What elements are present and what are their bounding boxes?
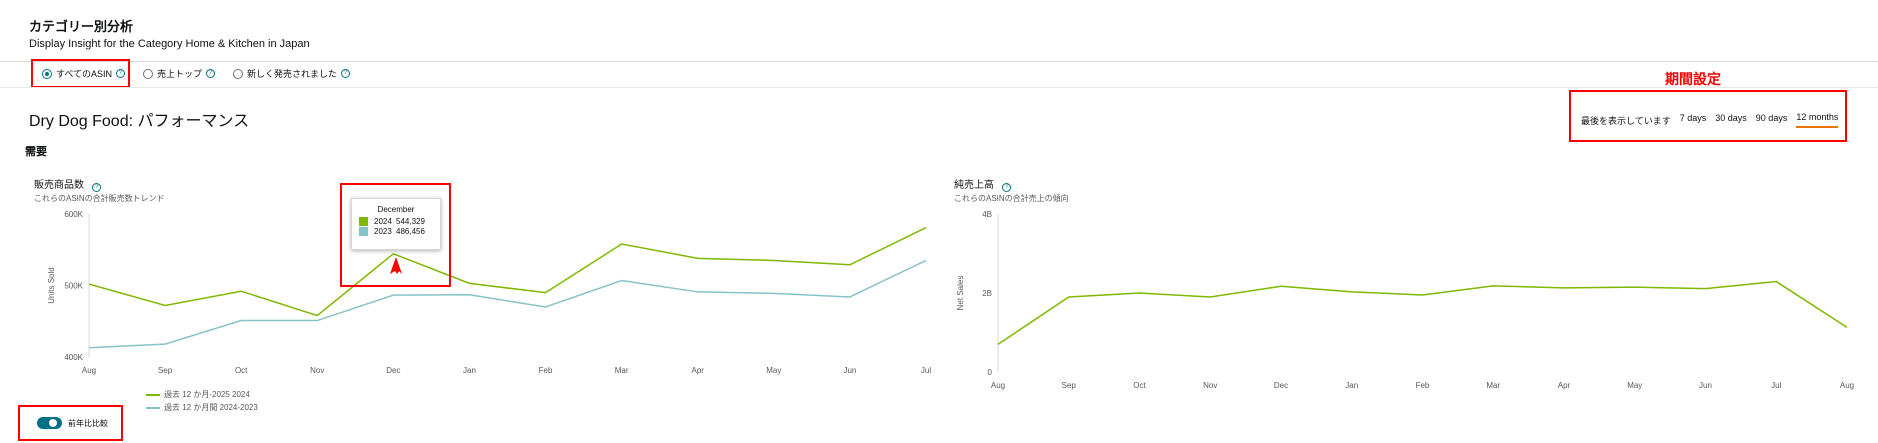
y-tick-label: 4B xyxy=(982,210,992,219)
x-tick-label: Jan xyxy=(463,366,476,375)
radio-unselected-icon[interactable] xyxy=(143,68,154,79)
period-annotation-label: 期間設定 xyxy=(1665,71,1721,87)
legend-item-previous[interactable]: 過去 12 か月間 2024-2023 xyxy=(146,402,258,413)
tooltip-row-2024: 2024 544,329 xyxy=(359,217,440,226)
filter-all-asin[interactable]: すべてのASIN ? xyxy=(42,67,126,80)
tooltip-value: 544,329 xyxy=(396,217,425,226)
x-tick-label: Aug xyxy=(82,366,96,375)
filter-label: 売上トップ xyxy=(157,69,203,79)
toggle-knob xyxy=(48,418,58,428)
x-tick-label: Nov xyxy=(310,366,324,375)
x-tick-label: Jul xyxy=(1771,381,1781,390)
period-selector: 最後を表示しています 7 days 30 days 90 days 12 mon… xyxy=(1581,112,1839,128)
legend-line-icon xyxy=(146,406,160,409)
units-chart-legend: 過去 12 か月-2025 2024 過去 12 か月間 2024-2023 xyxy=(146,389,258,415)
x-tick-label: Aug xyxy=(991,381,1005,390)
period-12-months[interactable]: 12 months xyxy=(1796,112,1839,128)
legend-label: 過去 12 か月-2025 2024 xyxy=(164,390,250,399)
y-tick-label: 2B xyxy=(982,289,992,298)
legend-item-current[interactable]: 過去 12 か月-2025 2024 xyxy=(146,389,258,400)
units-series-line-0 xyxy=(88,226,927,317)
yoy-toggle-label: 前年比比較 xyxy=(68,418,108,428)
question-circle-icon[interactable]: ? xyxy=(1002,183,1012,192)
y-tick-label: 600K xyxy=(64,210,83,219)
y-axis-label: Units Sold xyxy=(47,267,56,303)
legend-swatch xyxy=(359,227,368,236)
sales-chart-subtitle: これらのASINの合計売上の傾向 xyxy=(954,194,1069,203)
highlight-box-period xyxy=(1569,90,1847,142)
yoy-toggle-switch[interactable] xyxy=(37,417,62,429)
x-tick-label: Apr xyxy=(692,366,705,375)
x-tick-label: Jul xyxy=(921,366,931,375)
filter-new-releases[interactable]: 新しく発売されました ? xyxy=(233,67,351,80)
sales-series-line-0 xyxy=(997,280,1848,345)
tooltip-year: 2023 xyxy=(374,227,392,236)
x-tick-label: Apr xyxy=(1558,381,1571,390)
units-sold-chart: 400K 500K 600K Units Sold Aug Sep Oct Nov Dec Jan… xyxy=(47,210,931,375)
question-circle-icon[interactable]: ? xyxy=(206,69,216,78)
x-tick-label: Mar xyxy=(1486,381,1500,390)
x-tick-label: Aug xyxy=(1840,381,1854,390)
radio-selected-icon[interactable] xyxy=(42,68,52,79)
filter-label: すべてのASIN xyxy=(56,69,113,79)
y-tick-label: 0 xyxy=(988,368,993,377)
section-demand: 需要 xyxy=(25,146,47,158)
tooltip-value: 486,456 xyxy=(396,227,425,236)
divider xyxy=(0,87,1878,88)
y-tick-label: 400K xyxy=(64,353,83,362)
x-tick-label: Sep xyxy=(158,366,173,375)
period-30-days[interactable]: 30 days xyxy=(1715,113,1747,123)
units-chart-header: 販売商品数 ? これらのASINの合計販売数トレンド xyxy=(34,175,165,204)
x-tick-label: Oct xyxy=(1133,381,1146,390)
performance-title: Dry Dog Food: パフォーマンス xyxy=(29,113,250,130)
sales-chart-header: 純売上高 ? これらのASINの合計売上の傾向 xyxy=(954,175,1069,204)
page-subtitle: Display Insight for the Category Home & … xyxy=(29,38,310,50)
x-tick-label: Sep xyxy=(1062,381,1077,390)
highlight-box-toggle xyxy=(18,405,123,441)
tooltip-month: December xyxy=(377,205,415,214)
x-tick-label: May xyxy=(1627,381,1642,390)
x-tick-label: Oct xyxy=(235,366,248,375)
filter-label: 新しく発売されました xyxy=(247,69,338,79)
question-circle-icon[interactable]: ? xyxy=(341,69,351,78)
x-tick-label: Jan xyxy=(1345,381,1358,390)
units-chart-subtitle: これらのASINの合計販売数トレンド xyxy=(34,194,165,203)
y-axis-label: Net Sales xyxy=(956,276,965,311)
x-tick-label: Nov xyxy=(1203,381,1217,390)
radio-unselected-icon[interactable] xyxy=(233,68,244,79)
x-tick-label: Feb xyxy=(1416,381,1430,390)
units-chart-title: 販売商品数 xyxy=(34,180,84,191)
legend-swatch xyxy=(359,217,368,226)
x-tick-label: Mar xyxy=(615,366,629,375)
asin-filter-group: すべてのASIN ? 売上トップ ? 新しく発売されました ? xyxy=(42,67,351,80)
x-tick-label: Jun xyxy=(1699,381,1712,390)
tooltip-pointer-arrow-icon xyxy=(390,257,402,274)
y-tick-label: 500K xyxy=(64,282,83,291)
x-tick-label: Jun xyxy=(843,366,856,375)
tooltip-row-2023: 2023 486,456 xyxy=(359,227,440,236)
x-tick-label: Dec xyxy=(1274,381,1288,390)
units-series-line-1 xyxy=(88,259,927,349)
highlight-box-tooltip xyxy=(340,183,451,287)
sales-chart-title: 純売上高 xyxy=(954,180,994,191)
x-tick-label: Feb xyxy=(539,366,553,375)
net-sales-chart: 0 2B 4B Net Sales Aug Sep Oct Nov Dec Jan Feb Mar Ap… xyxy=(956,210,1854,390)
divider xyxy=(0,61,1878,62)
filter-top-sellers[interactable]: 売上トップ ? xyxy=(143,67,216,80)
tooltip-year: 2024 xyxy=(374,217,392,226)
question-circle-icon[interactable]: ? xyxy=(92,183,102,192)
x-tick-label: Dec xyxy=(386,366,400,375)
legend-label: 過去 12 か月間 2024-2023 xyxy=(164,403,258,412)
period-prefix: 最後を表示しています xyxy=(1581,115,1671,126)
page-title: カテゴリー別分析 xyxy=(29,19,134,34)
chart-tooltip: December 2024 544,329 2023 486,456 xyxy=(351,198,441,250)
yoy-toggle-control: 前年比比較 xyxy=(37,417,108,429)
legend-line-icon xyxy=(146,393,160,396)
question-circle-icon[interactable]: ? xyxy=(116,69,126,78)
period-7-days[interactable]: 7 days xyxy=(1679,113,1707,123)
x-tick-label: May xyxy=(766,366,781,375)
period-90-days[interactable]: 90 days xyxy=(1755,113,1788,123)
